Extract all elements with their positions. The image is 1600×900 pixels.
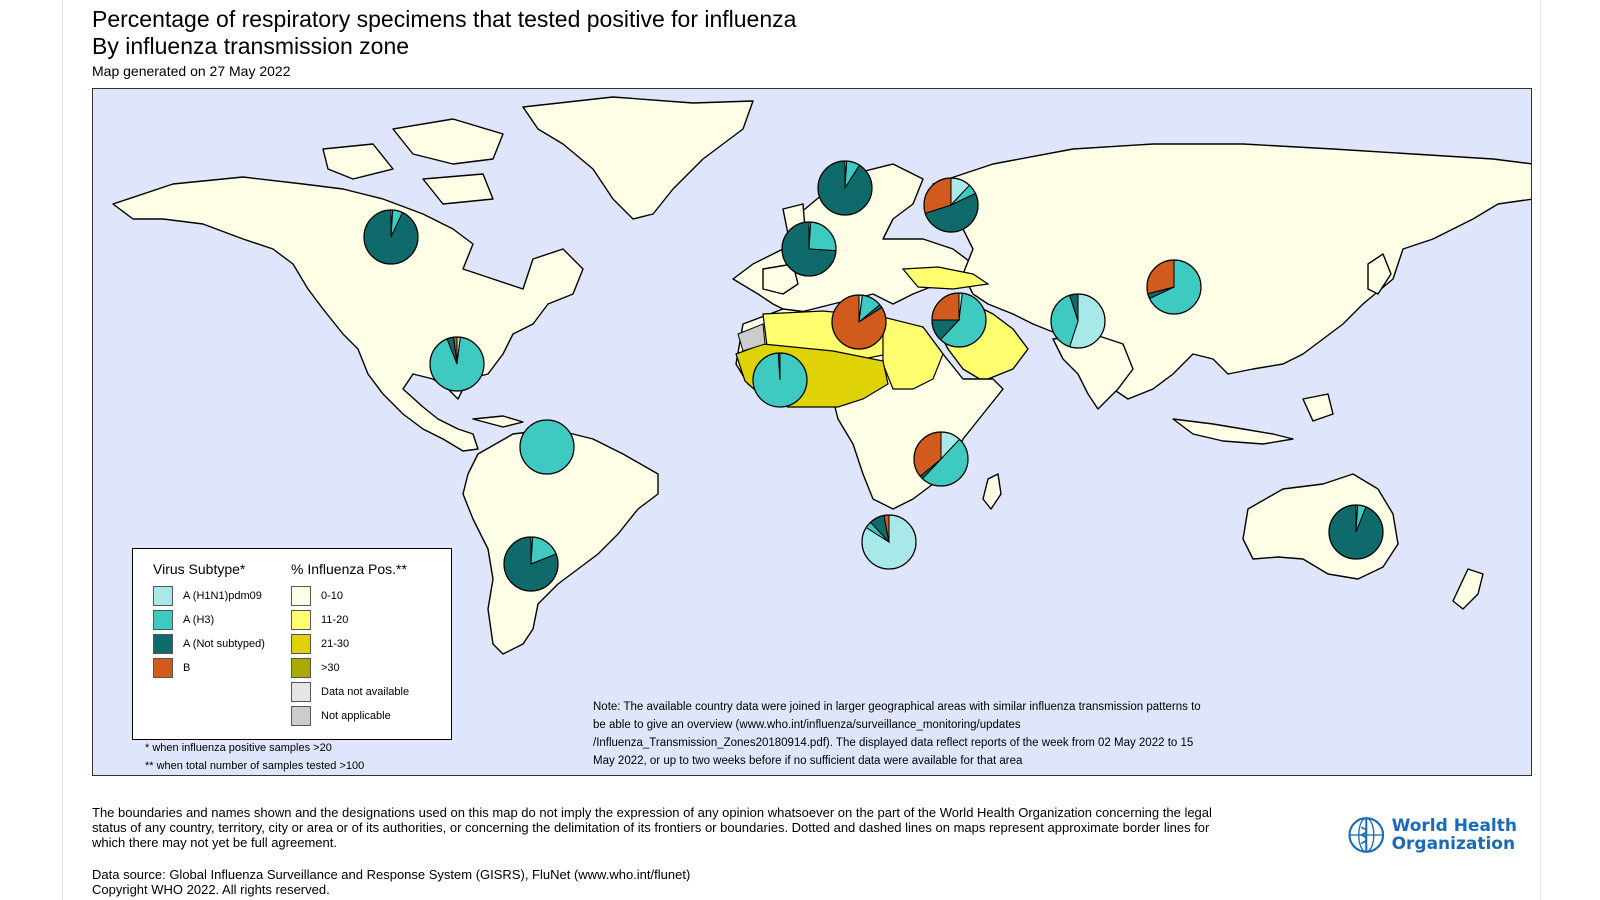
pie-outline — [363, 209, 419, 265]
pie-north-america — [363, 209, 419, 265]
legend-subtype-title: Virus Subtype* — [153, 561, 246, 577]
zone-data-not-available — [737, 323, 766, 352]
legend-label: >30 — [321, 662, 340, 674]
pie-outline — [1328, 504, 1384, 560]
legend-label: A (H1N1)pdm09 — [183, 590, 262, 602]
copyright: Copyright WHO 2022. All rights reserved. — [92, 882, 330, 897]
land-north-america — [112, 176, 584, 452]
pie-outline — [519, 419, 575, 475]
pie-outline — [913, 431, 969, 487]
legend-pos-21-30: 21-30 — [291, 633, 349, 655]
legend-swatch — [153, 610, 173, 630]
pie-eastern-europe — [923, 177, 979, 233]
pie-tropical-south-america — [519, 419, 575, 475]
disclaimer-text: The boundaries and names shown and the d… — [92, 805, 1212, 850]
legend-label: 21-30 — [321, 638, 350, 650]
pie-outline — [1050, 293, 1106, 349]
pie-outline — [931, 292, 987, 348]
land-south-america — [462, 428, 659, 655]
legend-swatch — [153, 658, 173, 678]
legend-label: 11-20 — [321, 614, 349, 626]
land-greenland — [522, 96, 754, 220]
legend-swatch — [291, 634, 311, 654]
legend-swatch — [291, 706, 311, 726]
map-svg — [112, 96, 1531, 655]
legend-swatch — [291, 682, 311, 702]
legend-box: Virus Subtype* % Influenza Pos.** A (H1N… — [132, 548, 452, 740]
legend-positivity-title: % Influenza Pos.** — [291, 561, 407, 577]
who-name-line2: Organization — [1391, 834, 1516, 854]
legend-swatch — [153, 586, 173, 606]
legend-subtype-h1n1: A (H1N1)pdm09 — [153, 585, 262, 607]
pie-northern-africa — [831, 294, 887, 350]
pie-oceania — [1328, 504, 1384, 560]
zone-turkey — [901, 266, 990, 290]
pie-outline — [831, 294, 887, 350]
pie-eastern-asia — [1146, 259, 1202, 315]
legend-pos-data-not-available: Data not available — [291, 681, 409, 703]
pie-northern-europe — [817, 160, 873, 216]
legend-pos-gt30: >30 — [291, 657, 340, 679]
legend-pos-0-10: 0-10 — [291, 585, 343, 607]
who-name-line1: World Health — [1391, 816, 1517, 836]
pie-outline — [861, 514, 917, 570]
pie-outline — [923, 177, 979, 233]
pie-charts-layer — [363, 160, 1384, 592]
legend-pos-not-applicable: Not applicable — [291, 705, 391, 727]
legend-label: Not applicable — [321, 710, 391, 722]
page-border-left — [62, 0, 63, 900]
pie-western-asia — [931, 292, 987, 348]
legend-swatch — [291, 610, 311, 630]
legend-label: Data not available — [321, 686, 410, 698]
legend-label: A (H3) — [183, 614, 215, 626]
land-indonesia — [1172, 393, 1334, 445]
legend-label: 0-10 — [321, 590, 344, 602]
pie-south-west-europe — [781, 221, 837, 277]
legend-pos-11-20: 11-20 — [291, 609, 348, 631]
pie-western-africa — [752, 352, 808, 408]
page-border-right — [1540, 0, 1541, 900]
page-subtitle: By influenza transmission zone — [92, 33, 410, 59]
who-logo: World Health Organization — [1347, 810, 1517, 860]
pie-outline — [752, 352, 808, 408]
legend-swatch — [291, 586, 311, 606]
generated-date: Map generated on 27 May 2022 — [92, 63, 291, 79]
pie-outline — [503, 536, 559, 592]
legend-label: A (Not subtyped) — [183, 638, 265, 650]
legend-label: B — [183, 662, 191, 674]
land-madagascar — [982, 473, 1002, 510]
land-asia — [932, 143, 1531, 400]
legend-swatch — [153, 634, 173, 654]
pie-central-america-and-caribbean — [429, 336, 485, 392]
data-source: Data source: Global Influenza Surveillan… — [92, 867, 691, 882]
footnote-samples-tested: ** when total number of samples tested >… — [145, 760, 365, 772]
pie-outline — [781, 221, 837, 277]
footnote-positive-samples: * when influenza positive samples >20 — [145, 742, 332, 754]
pie-outline — [429, 336, 485, 392]
pie-outline — [1146, 259, 1202, 315]
land-india — [1052, 333, 1134, 410]
pie-southern-africa — [861, 514, 917, 570]
map-note: Note: The available country data were jo… — [593, 701, 1201, 767]
legend-subtype-h3: A (H3) — [153, 609, 214, 631]
land-new-zealand — [1452, 568, 1484, 610]
pie-temperate-south-america — [503, 536, 559, 592]
land-japan — [1367, 253, 1392, 295]
who-emblem-icon — [1348, 817, 1385, 853]
land-arctic-islands — [322, 118, 504, 205]
pie-southern-asia — [1050, 293, 1106, 349]
legend-swatch — [291, 658, 311, 678]
pie-eastern-africa — [913, 431, 969, 487]
legend-subtype-not-subtyped: A (Not subtyped) — [153, 633, 265, 655]
pie-outline — [817, 160, 873, 216]
page-title: Percentage of respiratory specimens that… — [92, 6, 797, 32]
legend-subtype-b: B — [153, 657, 190, 679]
